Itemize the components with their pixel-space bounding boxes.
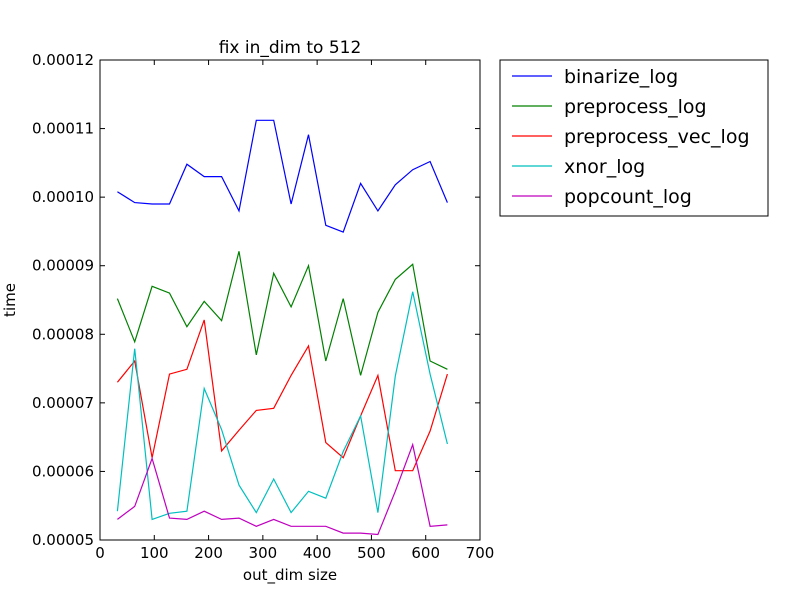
series-line-binarize_log bbox=[117, 119, 448, 233]
y-axis-label: time bbox=[1, 283, 19, 317]
x-tick-label: 600 bbox=[411, 544, 440, 562]
y-tick-label: 0.00011 bbox=[32, 120, 94, 138]
series-line-xnor_log bbox=[116, 291, 448, 521]
x-tick-label: 300 bbox=[249, 544, 278, 562]
legend-frame bbox=[499, 59, 769, 217]
y-tick-label: 0.00008 bbox=[32, 325, 94, 343]
y-tick-label: 0.00010 bbox=[32, 188, 94, 206]
legend-label: preprocess_log bbox=[564, 96, 707, 118]
x-tick-label: 0 bbox=[95, 544, 105, 562]
x-tick-label: 100 bbox=[140, 544, 169, 562]
series-line-preprocess_vec_log bbox=[116, 319, 448, 472]
legend-label: binarize_log bbox=[564, 66, 678, 88]
y-tick-label: 0.00007 bbox=[32, 394, 94, 412]
x-axis-label: out_dim size bbox=[243, 566, 337, 585]
legend-label: preprocess_vec_log bbox=[564, 126, 750, 148]
x-tick-label: 500 bbox=[357, 544, 386, 562]
x-tick-label: 700 bbox=[466, 544, 495, 562]
y-axis: 0.00005 0.00006 0.00007 0.00008 0.00009 0.000… bbox=[32, 51, 480, 549]
y-tick-label: 0.00005 bbox=[32, 531, 94, 549]
series-line-popcount_log bbox=[117, 442, 448, 536]
y-tick-label: 0.00012 bbox=[32, 51, 94, 69]
x-tick-label: 200 bbox=[194, 544, 223, 562]
plot-lines bbox=[116, 119, 448, 536]
plot-frame bbox=[99, 59, 481, 541]
chart-title: fix in_dim to 512 bbox=[219, 38, 362, 58]
y-tick-label: 0.00009 bbox=[32, 257, 94, 275]
legend-label: xnor_log bbox=[564, 156, 645, 178]
x-tick-label: 400 bbox=[303, 544, 332, 562]
series-line-preprocess_log bbox=[116, 251, 448, 376]
y-tick-label: 0.00006 bbox=[32, 462, 94, 480]
x-axis: 0 100 200 300 400 500 600 700 bbox=[95, 60, 494, 562]
legend: binarize_log preprocess_log preprocess_vec… bbox=[499, 59, 769, 217]
legend-label: popcount_log bbox=[564, 186, 692, 208]
